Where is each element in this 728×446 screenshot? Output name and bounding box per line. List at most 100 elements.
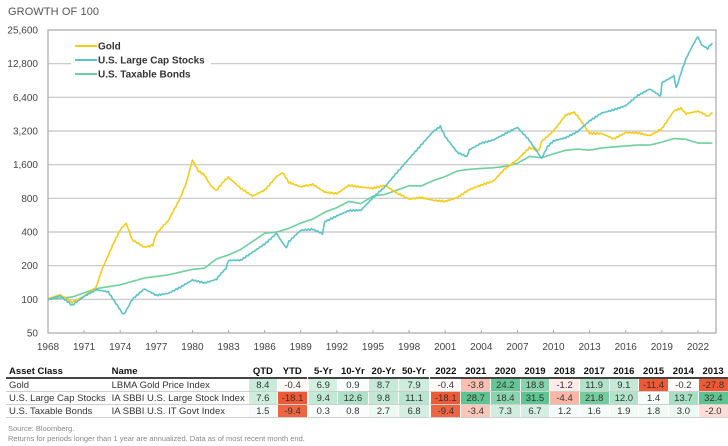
x-tick-label: 2013 — [578, 342, 601, 353]
index-name-cell: IA SBBI U.S. IT Govt Index — [108, 404, 249, 418]
return-cell: 1.4 — [638, 391, 669, 405]
return-cell: 12.0 — [608, 391, 639, 405]
table-row: Gold LBMA Gold Price Index 8.4 -0.4 6.9 0.9 8.… — [6, 378, 728, 392]
table-header-row: Asset Class Name QTD YTD 5-Yr 10-Yr 20-Y… — [6, 366, 728, 379]
legend-label-u-s-taxable-bonds: U.S. Taxable Bonds — [98, 70, 191, 81]
return-cell: 32.4 — [697, 391, 728, 405]
chart-title: GROWTH OF 100 — [8, 6, 100, 18]
col-asset-class: Asset Class — [6, 366, 109, 379]
col-2013: 2013 — [698, 366, 728, 379]
return-cell: 0.8 — [337, 404, 369, 418]
x-tick-label: 1986 — [254, 342, 277, 353]
x-tick-label: 2004 — [470, 342, 493, 353]
col-2021: 2021 — [460, 366, 491, 379]
x-tick-label: 2019 — [651, 342, 674, 353]
col-10yr: 10-Yr — [337, 366, 369, 379]
return-cell: -3.8 — [460, 378, 491, 392]
return-cell: 7.6 — [247, 391, 278, 405]
y-tick-label: 200 — [21, 261, 38, 272]
return-cell: 8.7 — [367, 378, 399, 392]
legend-label-gold: Gold — [98, 42, 121, 53]
col-name: Name — [108, 366, 249, 379]
y-axis-ticks: 50 100 200 400 800 1,600 3,200 6,400 12,800 25,60… — [7, 26, 38, 340]
asset-class-cell: Gold — [6, 378, 109, 392]
return-cell: 7.3 — [490, 404, 521, 418]
return-cell: -1.2 — [549, 378, 580, 392]
series-line-u-s-large-cap-stocks — [47, 35, 714, 315]
x-tick-label: 1968 — [37, 342, 60, 353]
x-tick-label: 1998 — [398, 342, 421, 353]
x-tick-label: 2001 — [434, 342, 457, 353]
col-2022: 2022 — [430, 366, 461, 379]
return-cell: 6.9 — [308, 378, 338, 392]
x-tick-label: 1995 — [362, 342, 385, 353]
table-row: U.S. Large Cap Stocks IA SBBI U.S. Large … — [6, 391, 728, 405]
x-tick-label: 2007 — [506, 342, 529, 353]
y-tick-label: 12,800 — [7, 59, 38, 70]
return-cell: -9.4 — [430, 404, 461, 418]
x-tick-label: 1977 — [145, 342, 168, 353]
return-cell: 2.7 — [367, 404, 399, 418]
y-tick-label: 50 — [27, 329, 39, 340]
x-tick-label: 1971 — [73, 342, 96, 353]
return-cell: -0.4 — [276, 378, 308, 392]
return-cell: 7.9 — [398, 378, 429, 392]
return-cell: -18.1 — [430, 391, 461, 405]
return-cell: 1.5 — [247, 404, 278, 418]
col-2017: 2017 — [579, 366, 610, 379]
return-cell: 21.8 — [578, 391, 610, 405]
return-cell: 9.1 — [608, 378, 639, 392]
return-cell: -27.8 — [697, 378, 728, 392]
growth-chart: 50 100 200 400 800 1,600 3,200 6,400 12,800 25,60… — [7, 26, 717, 353]
x-axis-ticks: 1968 1971 1974 1977 1980 1983 1986 1989 1992 1995… — [37, 330, 710, 353]
source-note: Source: Bloomberg. — [8, 424, 75, 433]
index-name-cell: LBMA Gold Price Index — [108, 378, 249, 392]
return-cell: 6.7 — [519, 404, 550, 418]
return-cell: 9.8 — [367, 391, 399, 405]
return-cell: 11.1 — [398, 391, 429, 405]
return-cell: -2.0 — [697, 404, 728, 418]
col-50yr: 50-Yr — [398, 366, 429, 379]
table-row: U.S. Taxable Bonds IA SBBI U.S. IT Govt I… — [6, 404, 728, 418]
return-cell: 8.4 — [247, 378, 278, 392]
col-2014: 2014 — [668, 366, 699, 379]
y-tick-label: 400 — [21, 228, 38, 239]
return-cell: 24.2 — [490, 378, 521, 392]
return-cell: -11.4 — [638, 378, 669, 392]
col-20yr: 20-Yr — [368, 366, 399, 379]
return-cell: -18.1 — [276, 391, 308, 405]
return-cell: -0.2 — [668, 378, 699, 392]
col-2018: 2018 — [549, 366, 580, 379]
y-tick-label: 100 — [21, 295, 38, 306]
asset-class-cell: U.S. Large Cap Stocks — [6, 391, 109, 405]
x-tick-label: 2022 — [687, 342, 710, 353]
y-tick-label: 1,600 — [13, 160, 38, 171]
x-tick-label: 1992 — [326, 342, 349, 353]
col-2016: 2016 — [609, 366, 639, 379]
x-tick-label: 2010 — [542, 342, 565, 353]
legend: Gold U.S. Large Cap Stocks U.S. Taxable Bo… — [71, 38, 211, 84]
index-name-cell: IA SBBI U.S. Large Stock Index — [108, 391, 249, 405]
x-tick-label: 1989 — [290, 342, 313, 353]
return-cell: 3.0 — [668, 404, 699, 418]
annualized-note: Returns for periods longer than 1 year a… — [8, 433, 305, 443]
return-cell: 9.4 — [308, 391, 338, 405]
return-cell: 28.7 — [460, 391, 491, 405]
x-tick-label: 1980 — [181, 342, 204, 353]
series-line-u-s-taxable-bonds — [47, 137, 713, 301]
col-2019: 2019 — [520, 366, 550, 379]
return-cell: 1.9 — [608, 404, 639, 418]
return-cell: -0.4 — [430, 378, 461, 392]
return-cell: 11.9 — [578, 378, 610, 392]
x-tick-label: 1983 — [217, 342, 240, 353]
y-tick-label: 3,200 — [13, 127, 38, 138]
y-tick-label: 6,400 — [13, 93, 38, 104]
return-cell: 12.6 — [337, 391, 369, 405]
col-qtd: QTD — [248, 366, 278, 379]
return-cell: 0.3 — [308, 404, 338, 418]
asset-class-cell: U.S. Taxable Bonds — [6, 404, 109, 418]
return-cell: 18.8 — [519, 378, 550, 392]
return-cell: 0.9 — [337, 378, 369, 392]
performance-table: Asset Class Name QTD YTD 5-Yr 10-Yr 20-Y… — [6, 366, 728, 418]
gridlines — [48, 63, 716, 300]
